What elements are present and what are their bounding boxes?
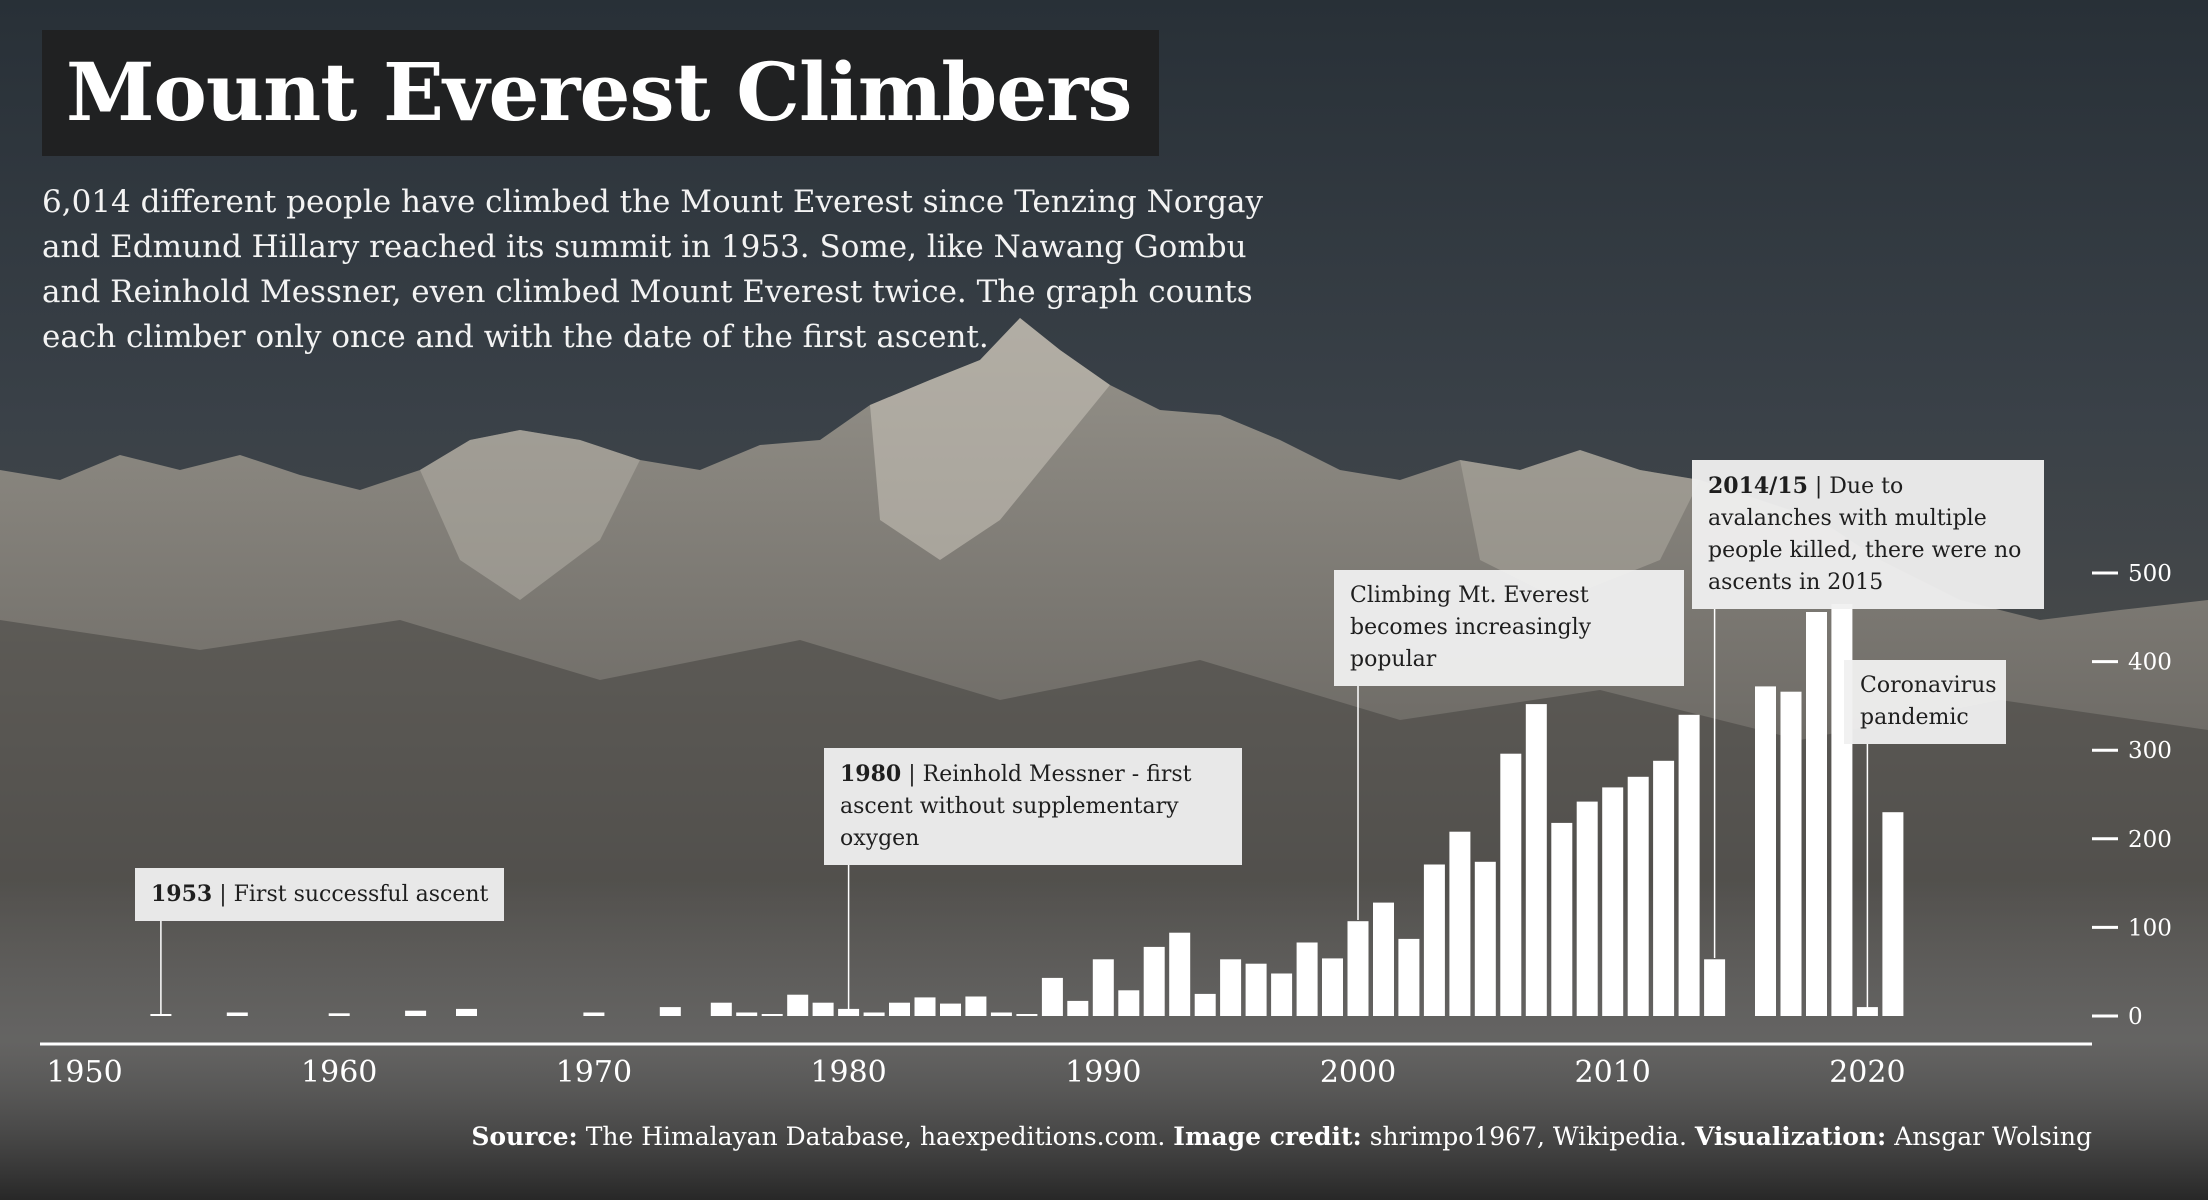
- bar-1987: [1016, 1014, 1038, 1016]
- bar-1988: [1041, 977, 1063, 1016]
- bar-1977: [761, 1014, 783, 1016]
- annotation-year: 2014/15: [1708, 473, 1808, 499]
- x-tick-label: 1970: [556, 1055, 632, 1090]
- bar-1983: [914, 997, 936, 1016]
- annotation-text: | First successful ascent: [212, 882, 489, 907]
- bar-2011: [1627, 776, 1649, 1016]
- source-caption: Source: The Himalayan Database, haexpedi…: [471, 1122, 2092, 1151]
- bar-2017: [1780, 691, 1802, 1016]
- bar-1997: [1271, 973, 1293, 1016]
- bar-1976: [736, 1012, 758, 1016]
- bar-1956: [226, 1012, 248, 1016]
- subtitle: 6,014 different people have climbed the …: [42, 184, 1264, 355]
- bar-2013: [1678, 714, 1700, 1016]
- bar-1982: [889, 1002, 910, 1016]
- annotation-text: | Reinhold Messner - first ascent withou…: [840, 762, 1192, 851]
- x-tick-label: 1980: [810, 1055, 886, 1090]
- visualization-text: Ansgar Wolsing: [1886, 1122, 2092, 1151]
- annotation-year: 1953: [151, 881, 213, 907]
- x-tick-label: 1950: [46, 1055, 122, 1090]
- y-tick-label: 0: [2128, 1004, 2143, 1030]
- annotation-avalanches: 2014/15 | Due to avalanches with multipl…: [1692, 460, 2044, 609]
- bar-2002: [1398, 938, 1420, 1016]
- bar-2006: [1500, 753, 1522, 1016]
- bar-2004: [1449, 831, 1471, 1016]
- title-box: Mount Everest Climbers: [42, 30, 1160, 156]
- x-tick-label: 1990: [1065, 1055, 1141, 1090]
- bar-1973: [659, 1007, 681, 1016]
- bar-2008: [1551, 822, 1573, 1016]
- bar-1990: [1092, 959, 1114, 1016]
- x-tick-labels: 1950 1960 1970 1980 1990 2000 2010 2020: [46, 1055, 1905, 1090]
- bar-1995: [1220, 959, 1242, 1016]
- bar-1993: [1169, 932, 1191, 1016]
- bar-2021: [1882, 812, 1904, 1016]
- bar-1963: [405, 1010, 427, 1016]
- image-credit-text: shrimpo1967, Wikipedia.: [1361, 1122, 1695, 1151]
- bar-2003: [1423, 864, 1445, 1016]
- bar-1985: [965, 996, 987, 1016]
- x-tick-label: 2020: [1829, 1055, 1905, 1090]
- annotation-year: 1980: [840, 761, 902, 787]
- bar-2001: [1373, 902, 1394, 1016]
- y-tick-label: 100: [2128, 915, 2172, 941]
- x-tick-label: 2010: [1575, 1055, 1651, 1090]
- x-tick-label: 1960: [301, 1055, 377, 1090]
- bar-2000: [1347, 921, 1369, 1016]
- bar-1989: [1067, 1000, 1089, 1016]
- image-credit-label: Image credit:: [1173, 1122, 1362, 1151]
- bar-1975: [710, 1002, 732, 1016]
- source-label: Source:: [471, 1122, 578, 1151]
- annotation-messner: 1980 | Reinhold Messner - first ascent w…: [824, 748, 1242, 865]
- bar-1984: [940, 1003, 961, 1016]
- bar-2014: [1704, 959, 1726, 1016]
- bar-2016: [1755, 686, 1776, 1016]
- page-title: Mount Everest Climbers: [66, 45, 1132, 139]
- bar-1979: [812, 1002, 834, 1016]
- bar-1965: [456, 1008, 477, 1016]
- bar-2009: [1576, 801, 1598, 1016]
- y-tick-label: 400: [2128, 650, 2172, 676]
- annotation-first-ascent: 1953 | First successful ascent: [135, 868, 505, 921]
- annotation-text: | Due to avalanches with multiple people…: [1708, 474, 2022, 595]
- bar-2005: [1474, 861, 1496, 1016]
- visualization-label: Visualization:: [1694, 1122, 1887, 1151]
- x-tick-label: 2000: [1320, 1055, 1396, 1090]
- annotation-text: Climbing Mt. Everest becomes increasingl…: [1350, 583, 1592, 672]
- y-tick-label: 200: [2128, 827, 2172, 853]
- bar-1996: [1245, 963, 1267, 1016]
- annotation-coronavirus: Coronavirus pandemic: [1844, 660, 2006, 744]
- annotation-leader-lines: [150, 609, 1869, 1016]
- bar-2007: [1525, 704, 1547, 1016]
- bar-1978: [787, 994, 809, 1016]
- annotation-text: Coronavirus pandemic: [1860, 673, 1997, 730]
- bar-1999: [1322, 958, 1343, 1016]
- bar-1970: [583, 1012, 605, 1016]
- bar-1994: [1194, 993, 1216, 1016]
- bar-2018: [1806, 612, 1827, 1016]
- bar-1981: [863, 1012, 885, 1016]
- annotation-popular: Climbing Mt. Everest becomes increasingl…: [1334, 570, 1684, 686]
- y-tick-label: 300: [2128, 738, 2172, 764]
- source-text: The Himalayan Database, haexpeditions.co…: [577, 1122, 1174, 1151]
- bar-1992: [1143, 946, 1165, 1016]
- bar-1953: [150, 1014, 172, 1016]
- bar-1998: [1296, 942, 1318, 1016]
- bar-2020: [1856, 1007, 1878, 1016]
- bar-1960: [328, 1013, 350, 1016]
- bar-2012: [1653, 760, 1675, 1016]
- y-tick-labels: 0 100 200 300 400 500: [2092, 561, 2172, 1030]
- y-tick-label: 500: [2128, 561, 2172, 587]
- bars-group: [150, 604, 1904, 1016]
- bar-2010: [1602, 787, 1624, 1016]
- bar-1986: [990, 1012, 1012, 1016]
- bar-1980: [838, 1008, 860, 1016]
- bar-1991: [1118, 990, 1140, 1016]
